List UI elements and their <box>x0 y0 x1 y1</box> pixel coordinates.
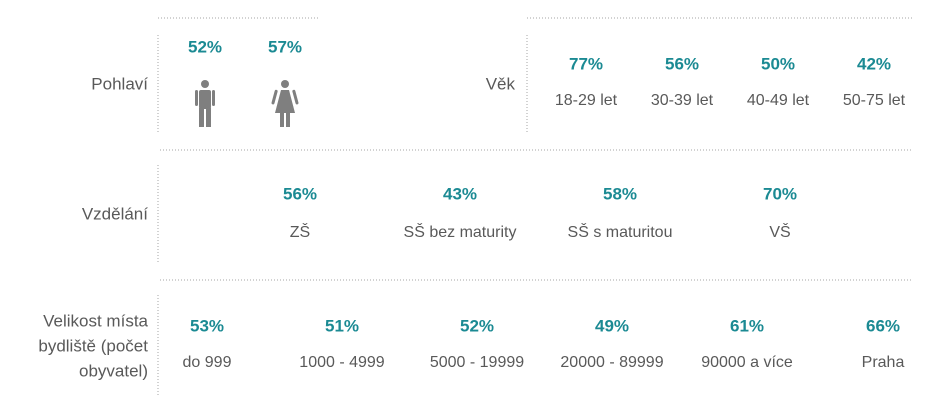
percent-value: 52% <box>188 37 222 56</box>
dividers <box>157 17 912 395</box>
section-title: Pohlaví <box>91 74 148 93</box>
male-icon <box>195 80 215 127</box>
item-label: Praha <box>862 354 905 371</box>
section-title: Věk <box>486 74 516 93</box>
item-label: 30-39 let <box>651 92 714 109</box>
item-label: 5000 - 19999 <box>430 354 524 371</box>
item-label: VŠ <box>769 222 790 241</box>
percent-value: 66% <box>866 316 900 335</box>
item-label: SŠ bez maturity <box>404 222 517 241</box>
item-label: 20000 - 89999 <box>560 354 663 371</box>
percent-value: 50% <box>761 54 795 73</box>
percent-value: 77% <box>569 54 603 73</box>
item-label: 50-75 let <box>843 92 906 109</box>
percent-value: 56% <box>665 54 699 73</box>
section-title: Velikost místa <box>43 311 148 330</box>
percent-value: 58% <box>603 184 637 203</box>
percent-value: 61% <box>730 316 764 335</box>
percent-value: 51% <box>325 316 359 335</box>
percent-value: 57% <box>268 37 302 56</box>
female-icon <box>271 80 299 127</box>
percent-value: 56% <box>283 184 317 203</box>
percent-value: 70% <box>763 184 797 203</box>
item-label: 1000 - 4999 <box>299 354 385 371</box>
item-label: SŠ s maturitou <box>568 222 673 241</box>
percent-value: 52% <box>460 316 494 335</box>
section-title: obyvatel) <box>79 361 148 380</box>
percent-value: 42% <box>857 54 891 73</box>
item-label: ZŠ <box>290 222 310 241</box>
section-title: Vzdělání <box>82 204 148 223</box>
section-title: bydliště (počet <box>38 336 148 355</box>
item-label: 40-49 let <box>747 92 810 109</box>
item-label: 90000 a více <box>701 354 793 371</box>
item-label: do 999 <box>183 354 232 371</box>
percent-value: 43% <box>443 184 477 203</box>
percent-value: 49% <box>595 316 629 335</box>
item-label: 18-29 let <box>555 92 618 109</box>
percent-value: 53% <box>190 316 224 335</box>
